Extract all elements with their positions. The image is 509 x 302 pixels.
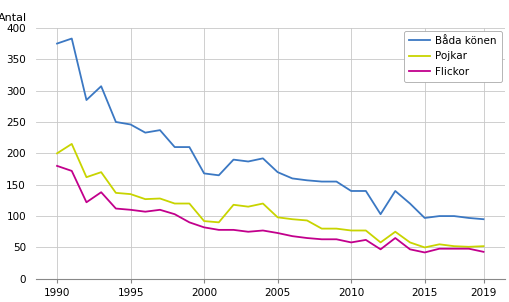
Pojkar — [142, 197, 148, 201]
Båda könen — [142, 131, 148, 134]
Flickor — [186, 220, 192, 224]
Båda könen — [274, 170, 280, 174]
Flickor — [451, 247, 457, 250]
Pojkar — [128, 192, 134, 196]
Båda könen — [157, 128, 163, 132]
Pojkar — [392, 230, 399, 233]
Flickor — [407, 248, 413, 251]
Båda könen — [304, 178, 310, 182]
Pojkar — [260, 202, 266, 205]
Flickor — [436, 247, 442, 250]
Pojkar — [436, 243, 442, 246]
Flickor — [274, 231, 280, 235]
Pojkar — [186, 202, 192, 205]
Pojkar — [231, 203, 237, 207]
Pojkar — [157, 197, 163, 200]
Pojkar — [333, 227, 340, 230]
Pojkar — [54, 152, 60, 155]
Pojkar — [407, 241, 413, 244]
Flickor — [289, 234, 295, 238]
Båda könen — [466, 216, 472, 220]
Båda könen — [260, 156, 266, 160]
Pojkar — [421, 246, 428, 249]
Flickor — [113, 207, 119, 210]
Båda könen — [480, 217, 487, 221]
Text: Antal: Antal — [0, 13, 27, 23]
Pojkar — [98, 170, 104, 174]
Båda könen — [333, 180, 340, 183]
Pojkar — [113, 191, 119, 195]
Båda könen — [378, 212, 384, 216]
Pojkar — [201, 219, 207, 223]
Båda könen — [201, 172, 207, 175]
Båda könen — [113, 120, 119, 124]
Pojkar — [83, 175, 90, 179]
Pojkar — [480, 244, 487, 248]
Båda könen — [407, 202, 413, 205]
Båda könen — [363, 189, 369, 193]
Flickor — [378, 248, 384, 251]
Båda könen — [245, 160, 251, 163]
Pojkar — [466, 245, 472, 249]
Båda könen — [98, 84, 104, 88]
Båda könen — [348, 189, 354, 193]
Båda könen — [289, 177, 295, 180]
Pojkar — [319, 227, 325, 230]
Flickor — [142, 210, 148, 214]
Flickor — [480, 250, 487, 254]
Flickor — [216, 228, 222, 232]
Flickor — [172, 212, 178, 216]
Flickor — [98, 191, 104, 194]
Båda könen — [436, 214, 442, 218]
Flickor — [128, 208, 134, 212]
Flickor — [157, 208, 163, 212]
Båda könen — [421, 216, 428, 220]
Båda könen — [392, 189, 399, 193]
Flickor — [201, 226, 207, 229]
Båda könen — [319, 180, 325, 183]
Flickor — [260, 229, 266, 232]
Båda könen — [451, 214, 457, 218]
Pojkar — [216, 220, 222, 224]
Flickor — [319, 237, 325, 241]
Pojkar — [348, 229, 354, 232]
Line: Pojkar: Pojkar — [57, 144, 484, 247]
Båda könen — [186, 145, 192, 149]
Flickor — [245, 230, 251, 233]
Flickor — [69, 169, 75, 173]
Båda könen — [172, 145, 178, 149]
Båda könen — [83, 98, 90, 102]
Pojkar — [172, 202, 178, 205]
Pojkar — [363, 229, 369, 232]
Flickor — [421, 251, 428, 254]
Pojkar — [69, 142, 75, 146]
Legend: Båda könen, Pojkar, Flickor: Båda könen, Pojkar, Flickor — [404, 31, 502, 82]
Flickor — [304, 236, 310, 240]
Flickor — [83, 201, 90, 204]
Flickor — [466, 247, 472, 250]
Flickor — [392, 236, 399, 240]
Pojkar — [274, 216, 280, 219]
Pojkar — [451, 244, 457, 248]
Flickor — [363, 238, 369, 242]
Line: Flickor: Flickor — [57, 166, 484, 252]
Pojkar — [304, 219, 310, 222]
Båda könen — [128, 123, 134, 126]
Line: Båda könen: Båda könen — [57, 39, 484, 219]
Pojkar — [289, 217, 295, 221]
Flickor — [333, 237, 340, 241]
Flickor — [231, 228, 237, 232]
Båda könen — [231, 158, 237, 162]
Flickor — [54, 164, 60, 168]
Båda könen — [69, 37, 75, 40]
Flickor — [348, 241, 354, 244]
Båda könen — [216, 173, 222, 177]
Pojkar — [245, 205, 251, 208]
Båda könen — [54, 42, 60, 45]
Pojkar — [378, 241, 384, 244]
